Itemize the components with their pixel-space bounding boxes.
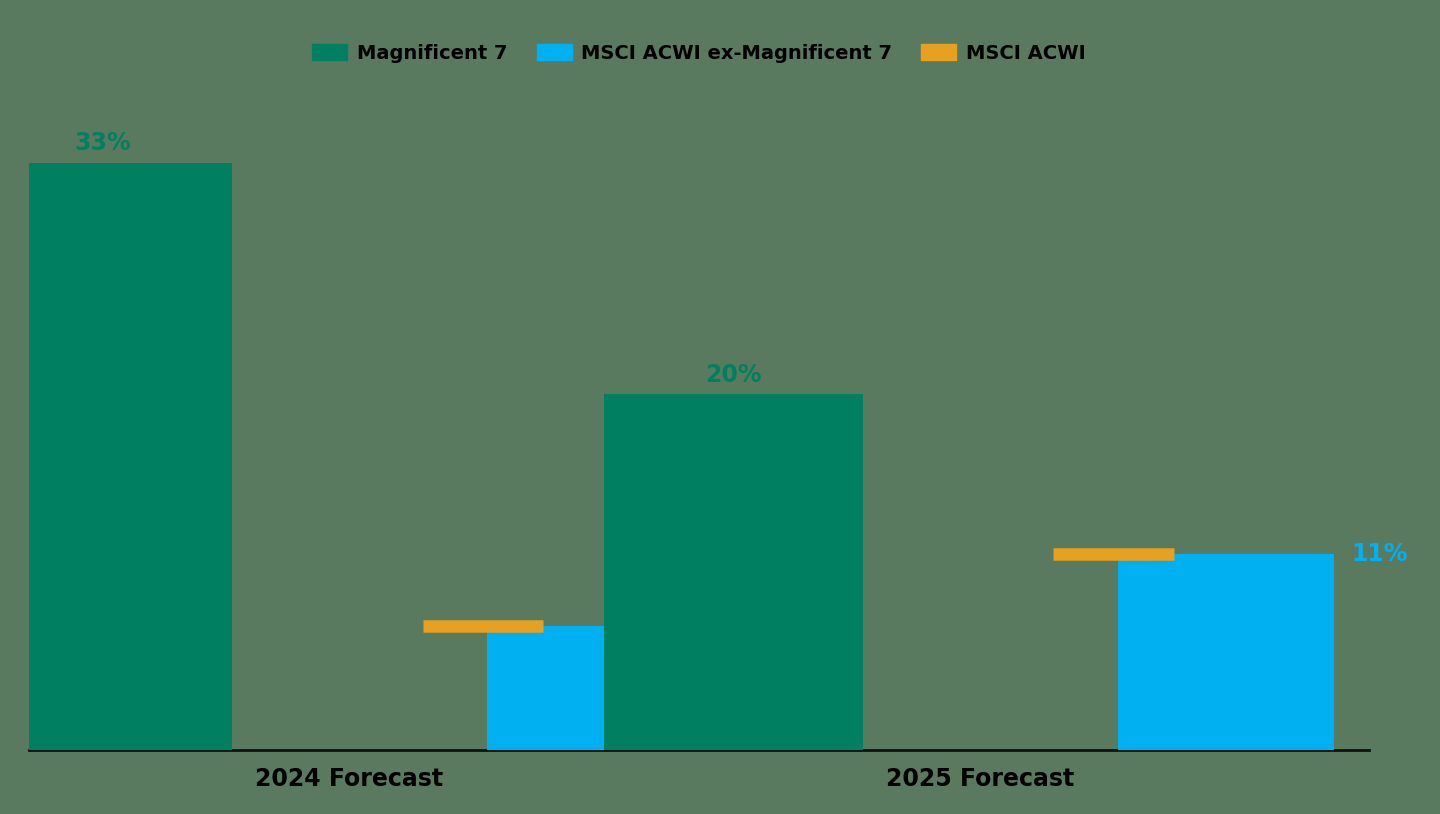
Bar bbox=[603, 394, 863, 751]
Text: 20%: 20% bbox=[706, 363, 762, 387]
Legend: Magnificent 7, MSCI ACWI ex-Magnificent 7, MSCI ACWI: Magnificent 7, MSCI ACWI ex-Magnificent … bbox=[304, 36, 1093, 71]
Bar bbox=[1117, 554, 1333, 751]
Text: 11%: 11% bbox=[1351, 542, 1408, 567]
Bar bbox=[487, 625, 703, 751]
Bar bbox=[0, 163, 232, 751]
Text: 7%: 7% bbox=[720, 614, 760, 637]
Text: 33%: 33% bbox=[75, 132, 131, 155]
